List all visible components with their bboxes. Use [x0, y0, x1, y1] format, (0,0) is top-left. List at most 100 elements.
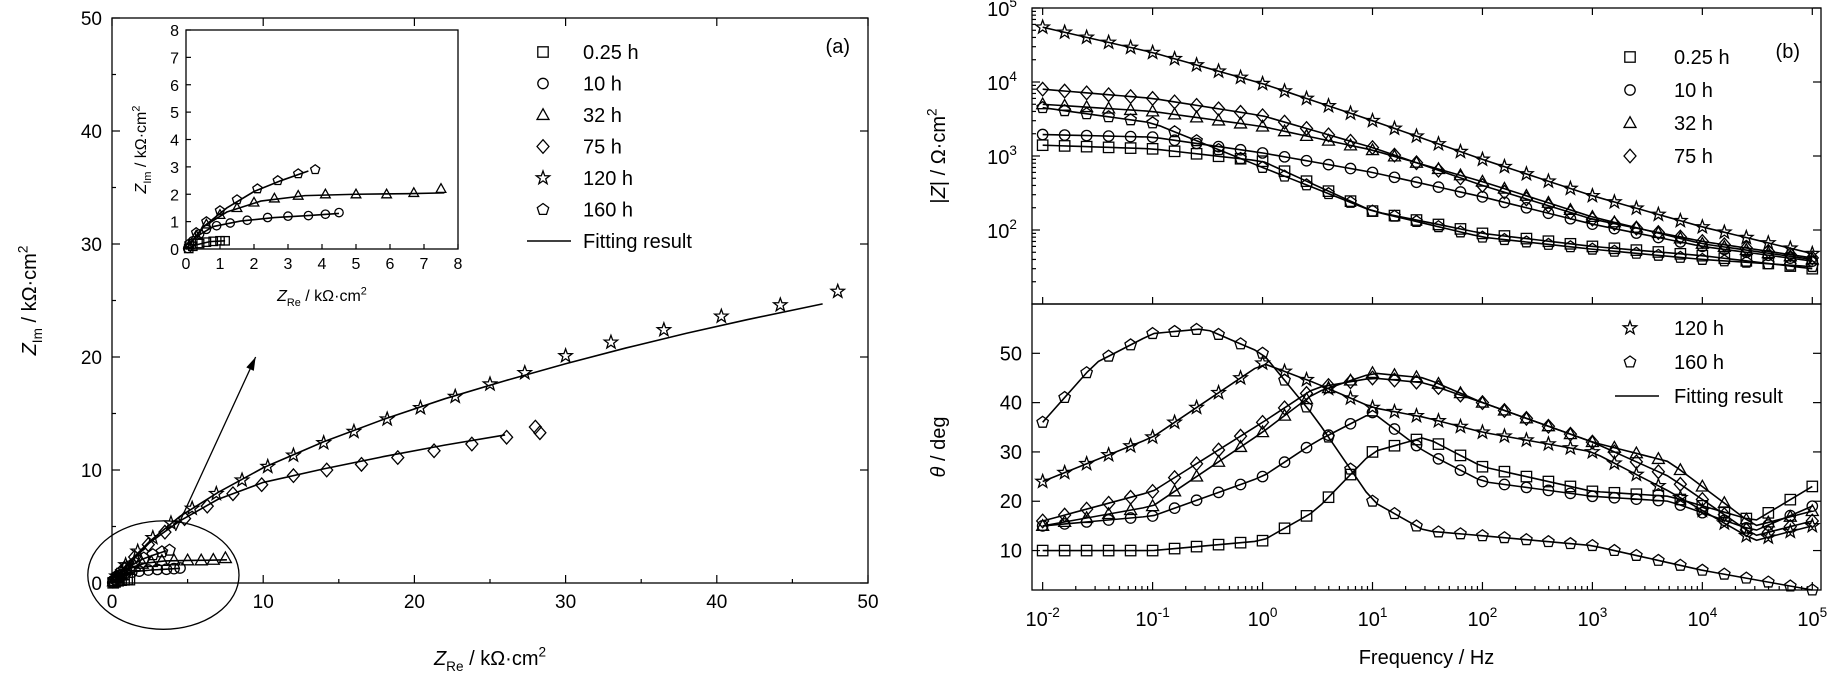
tick-base: 10	[1025, 609, 1047, 631]
marker-120h	[1144, 43, 1162, 60]
fit-line-120h	[1042, 26, 1813, 255]
marker-120h	[1649, 205, 1667, 222]
inset-marker-160h	[252, 183, 263, 194]
marker-10h	[1366, 166, 1379, 179]
marker-75h	[533, 424, 547, 441]
legend-label: 32 h	[583, 105, 622, 127]
legend-label: 120 h	[1674, 318, 1724, 340]
inset-x-tick-label: 4	[318, 256, 327, 273]
marker-160h	[1212, 327, 1226, 340]
marker-160h	[107, 573, 120, 587]
marker-10h	[1168, 134, 1181, 147]
marker-75h	[1519, 191, 1534, 207]
legend-label: 0.25 h	[583, 42, 639, 64]
marker-10h	[1476, 475, 1489, 488]
inset-marker-32h	[407, 186, 420, 198]
marker-75h	[1453, 387, 1468, 403]
marker-75h	[1475, 394, 1490, 411]
tick-base: 10	[1248, 609, 1270, 631]
legend-label: 0.25 h	[1674, 47, 1730, 69]
marker-120h	[345, 422, 363, 439]
marker-025h	[1256, 155, 1269, 168]
panel-label: (a)	[826, 36, 850, 58]
marker-160h	[1629, 548, 1643, 561]
marker-75h	[177, 510, 192, 527]
marker-32h	[1101, 101, 1116, 114]
marker-160h	[1410, 214, 1423, 228]
marker-025h	[1300, 175, 1313, 188]
marker-120h	[1276, 82, 1294, 99]
marker-120h	[1627, 199, 1645, 216]
marker-120h	[712, 307, 730, 324]
marker-120h	[1715, 223, 1733, 240]
marker-32h	[1277, 408, 1292, 421]
marker-120h	[129, 542, 147, 559]
marker-025h	[1102, 544, 1115, 557]
fit-line-160h	[1042, 106, 1813, 268]
marker-120h	[1539, 435, 1557, 452]
marker-32h	[1079, 99, 1094, 113]
marker-32h	[1167, 106, 1182, 120]
marker-10h	[1234, 143, 1247, 156]
marker-120h	[1561, 439, 1579, 456]
marker-120h	[284, 446, 302, 463]
legend-marker	[1622, 115, 1638, 129]
tick-exponent: 3	[1600, 605, 1608, 620]
marker-160h	[1805, 583, 1819, 596]
legend-marker	[1624, 84, 1636, 96]
marker-32h	[154, 553, 169, 567]
marker-160h	[1454, 527, 1467, 540]
marker-75h	[286, 467, 301, 484]
marker-160h	[155, 545, 169, 558]
marker-160h	[1146, 116, 1160, 129]
marker-025h	[1696, 249, 1709, 262]
marker-32h	[194, 552, 209, 566]
marker-75h	[1629, 220, 1644, 236]
marker-160h	[1388, 209, 1401, 222]
marker-120h	[1517, 431, 1535, 448]
marker-32h	[1629, 445, 1644, 459]
inset-marker-32h	[190, 228, 203, 240]
marker-160h	[1300, 178, 1313, 191]
marker-75h	[1057, 507, 1072, 523]
marker-025h	[1080, 544, 1093, 557]
label-unit: / kΩ·cm	[464, 648, 539, 670]
marker-75h	[158, 524, 172, 540]
marker-025h	[1806, 480, 1819, 493]
x-tick-label: 0	[107, 592, 118, 613]
marker-10h	[1124, 512, 1137, 524]
marker-32h	[1145, 498, 1160, 512]
marker-120h	[1341, 104, 1360, 121]
marker-160h	[1366, 204, 1379, 217]
marker-75h	[1431, 379, 1446, 396]
marker-32h	[1145, 103, 1160, 117]
marker-10h	[1454, 186, 1467, 198]
marker-025h	[1146, 544, 1159, 557]
marker-025h	[1652, 246, 1665, 258]
marker-32h	[1255, 424, 1270, 438]
legend-marker	[534, 169, 552, 186]
marker-75h	[1057, 83, 1072, 99]
marker-120h	[1451, 417, 1469, 434]
inset-marker-025h	[187, 241, 198, 252]
marker-025h	[1476, 227, 1489, 240]
marker-120h	[1671, 211, 1689, 228]
tick-exponent: 4	[1009, 69, 1017, 84]
zoom-arrow-head	[246, 357, 256, 371]
marker-160h	[1146, 326, 1160, 340]
marker-160h	[1036, 415, 1050, 428]
marker-32h	[1233, 439, 1248, 453]
marker-32h	[1761, 514, 1776, 528]
x-tick-label: 104	[1687, 605, 1717, 631]
marker-025h	[1542, 235, 1555, 248]
marker-160h	[1497, 530, 1511, 544]
marker-160h	[1739, 571, 1753, 584]
marker-32h	[1607, 214, 1622, 228]
marker-32h	[1783, 509, 1798, 522]
marker-025h	[1476, 460, 1489, 473]
inset-x-tick-label: 3	[284, 256, 293, 273]
marker-120h	[1363, 398, 1382, 415]
marker-75h	[1365, 139, 1380, 156]
y-tick-label: 30	[1000, 442, 1022, 464]
